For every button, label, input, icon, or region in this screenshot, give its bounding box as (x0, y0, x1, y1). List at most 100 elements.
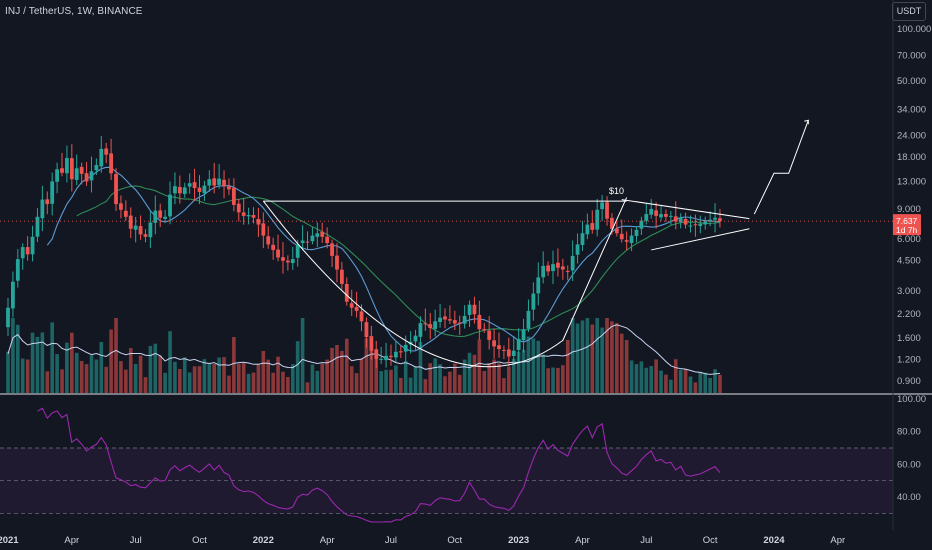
time-tick-label: Oct (447, 535, 462, 546)
candle-body (182, 187, 187, 194)
candle-body (109, 153, 114, 174)
candle-body (570, 255, 575, 271)
volume-bar (526, 336, 531, 393)
candle-body (69, 158, 74, 180)
price-axis[interactable]: 100.000 70.000 50.000 34.000 24.000 18.000 13.… (897, 24, 931, 503)
rsi-tick-label: 100.00 (897, 394, 926, 405)
candle-body (413, 335, 418, 342)
candle-body (359, 311, 364, 322)
volume-bar (693, 382, 698, 393)
volume-bar (330, 347, 334, 393)
candle-body (482, 328, 487, 330)
candle-body (560, 266, 565, 270)
candle-body (472, 304, 477, 315)
candle-body (45, 199, 50, 205)
candle-body (398, 351, 403, 353)
volume-bar (556, 367, 560, 393)
volume-bar (158, 355, 163, 393)
candle-body (605, 202, 609, 219)
trendline-drawings[interactable]: $10 (262, 119, 809, 368)
candle-body (575, 244, 580, 255)
volume-bar (536, 340, 541, 393)
price-tick-label: 1.600 (897, 333, 921, 344)
time-axis[interactable]: 2021 Apr Jul Oct 2022 Apr Jul Oct 2023 Apr Jul Oct 2… (0, 535, 845, 546)
candle-body (315, 233, 320, 237)
volume-bar (305, 382, 310, 393)
candle-body (271, 244, 276, 250)
volume-bar (688, 376, 693, 393)
volume-bar (25, 359, 30, 393)
volume-bar (99, 342, 104, 393)
time-tick-label: Apr (575, 535, 590, 546)
volume-bar (649, 366, 654, 393)
currency-button[interactable]: USDT (892, 2, 926, 21)
candle-body (624, 240, 629, 242)
volume-bar (344, 338, 349, 393)
candle-body (536, 277, 541, 294)
volume-bar (271, 372, 275, 393)
candle-body (212, 178, 217, 186)
candle-body (374, 349, 379, 359)
volume-bar (163, 372, 167, 393)
volume-bar (654, 359, 658, 393)
candle-body (197, 187, 202, 192)
rsi-line (37, 407, 721, 523)
volume-bar (448, 371, 452, 393)
candle-body (276, 249, 280, 258)
volume-bar (664, 374, 668, 393)
candle-body (565, 270, 570, 272)
candle-body (241, 212, 246, 216)
volume-bar (276, 356, 280, 393)
candle-body (6, 307, 10, 328)
candle-body (281, 257, 285, 261)
rsi-band (0, 447, 893, 514)
price-tick-label: 0.900 (897, 376, 921, 387)
volume-bar (379, 371, 383, 393)
candle-body (114, 174, 118, 205)
volume-bar (683, 369, 688, 393)
volume-bar (35, 336, 40, 393)
candle-body (163, 216, 168, 219)
candle-body (84, 173, 89, 182)
volume-bar (575, 323, 580, 393)
candle-body (207, 179, 212, 186)
volume-bar (340, 350, 344, 393)
candle-body (516, 338, 521, 350)
time-tick-label: Jul (640, 535, 652, 546)
volume-bar (374, 353, 379, 393)
candle-body (295, 244, 300, 258)
volume-bar (261, 350, 266, 393)
volume-bar (55, 354, 59, 393)
volume-bar (384, 369, 388, 393)
time-tick-label: 2023 (508, 535, 529, 546)
price-tick-label: 100.000 (897, 24, 931, 35)
volume-bar (502, 378, 506, 393)
volume-bar (40, 332, 45, 393)
volume-bar (364, 338, 369, 393)
volume-bar (251, 372, 256, 393)
volume-bar (217, 357, 221, 393)
volume-bar (202, 359, 207, 393)
volume-bar (197, 366, 202, 393)
candle-body (119, 203, 123, 210)
time-tick-label: 2021 (0, 535, 19, 546)
volume-bar (433, 358, 437, 393)
candle-body (202, 185, 207, 194)
volume-bar (615, 323, 619, 393)
volume-bar (148, 345, 153, 393)
volume-bar (408, 377, 413, 393)
price-tick-label: 3.000 (897, 286, 921, 297)
volume-bar (16, 324, 20, 393)
candle-body (310, 235, 315, 242)
candle-body (236, 203, 241, 213)
candle-body (335, 255, 339, 270)
volume-moving-average (7, 324, 721, 375)
candle-body (506, 349, 511, 357)
volume-bar (639, 361, 644, 393)
volume-bar (605, 318, 609, 393)
candle-body (173, 186, 177, 194)
volume-bar (315, 370, 320, 393)
symbol-title[interactable]: INJ / TetherUS, 1W, BINANCE (5, 6, 143, 17)
volume-bar (610, 321, 614, 393)
